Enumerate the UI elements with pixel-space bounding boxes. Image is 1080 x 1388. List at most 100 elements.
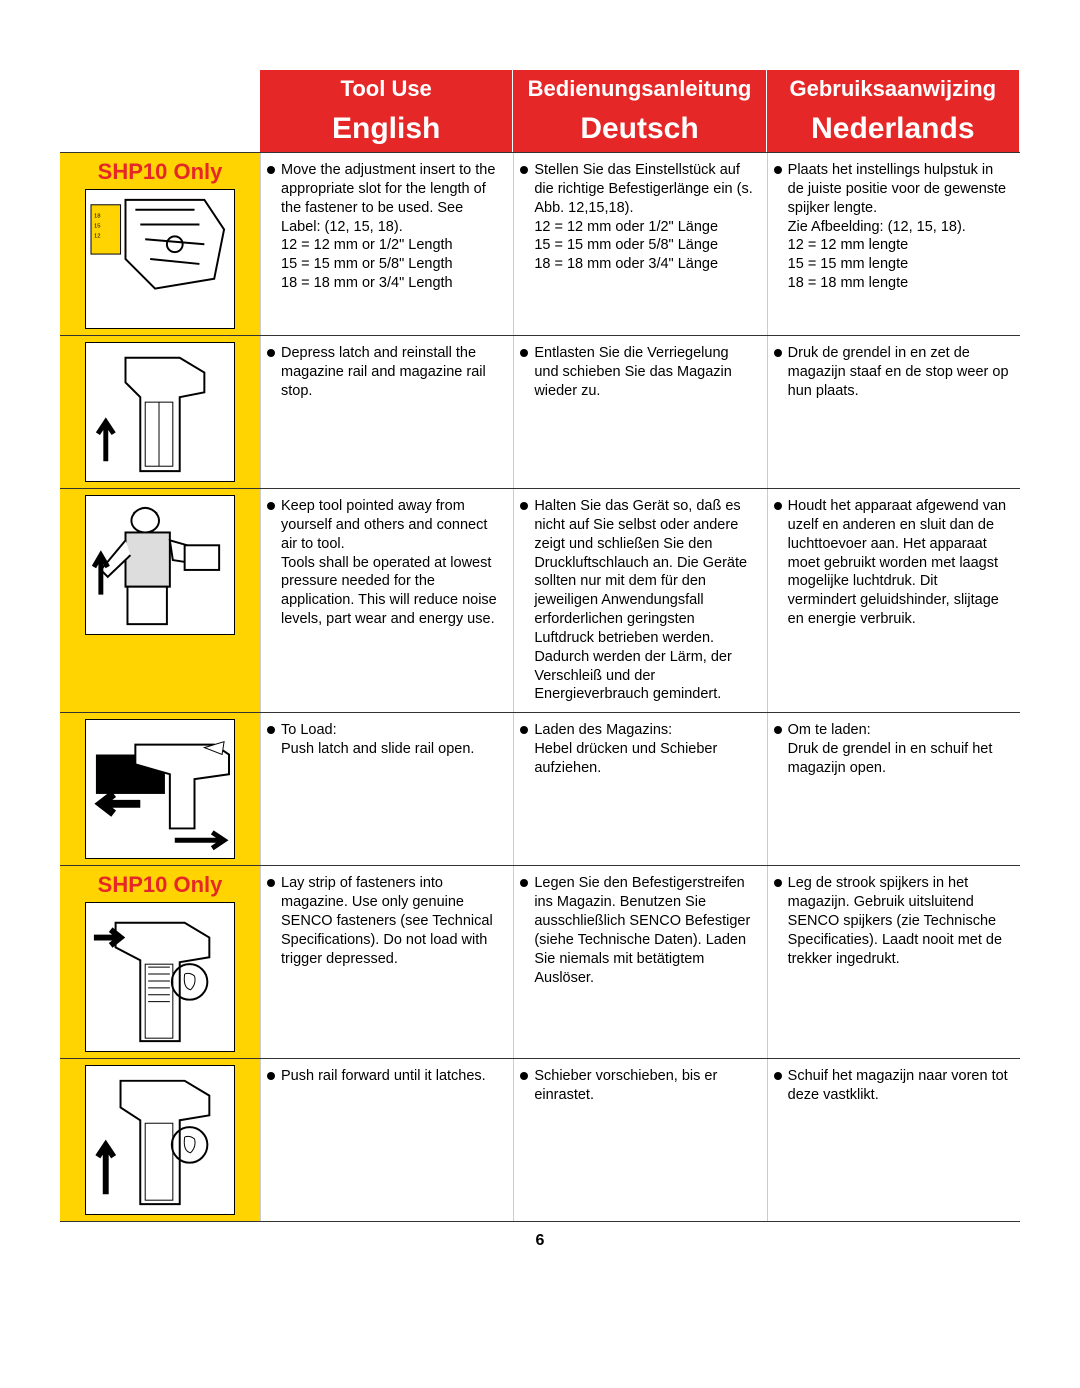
bullet-dot-icon	[267, 502, 275, 510]
content-row: Keep tool pointed away from yourself and…	[60, 488, 1020, 712]
bullet: Schieber vorschieben, bis er einrastet.	[520, 1067, 756, 1105]
bullet: Push rail forward until it latches.	[267, 1067, 503, 1086]
text-cell-nl: Houdt het apparaat afgewend van uzelf en…	[767, 489, 1020, 712]
bullet-dot-icon	[774, 879, 782, 887]
text-cell-de: Entlasten Sie die Verriegelung und schie…	[513, 336, 766, 488]
bullet-text: Legen Sie den Befestigerstreifen ins Mag…	[534, 874, 756, 987]
diagram-cell	[60, 336, 260, 488]
bullet-dot-icon	[520, 502, 528, 510]
bullet-dot-icon	[520, 879, 528, 887]
page-number: 6	[60, 1232, 1020, 1250]
header-english: English	[260, 108, 513, 152]
text-cell-de: Stellen Sie das Einstellstück auf die ri…	[513, 153, 766, 335]
bullet-dot-icon	[774, 726, 782, 734]
bullet-dot-icon	[774, 502, 782, 510]
header-bottom-row: English Deutsch Nederlands	[60, 108, 1020, 152]
text-cell-en: Move the adjustment insert to the approp…	[260, 153, 513, 335]
bullet: Leg de strook spijkers in het magazijn. …	[774, 874, 1010, 968]
bullet-dot-icon	[267, 349, 275, 357]
diagram-cell: SHP10 Only	[60, 866, 260, 1058]
bullet-text: Entlasten Sie die Verriegelung und schie…	[534, 344, 756, 401]
bullet: Depress latch and reinstall the magazine…	[267, 344, 503, 401]
bullet-dot-icon	[774, 166, 782, 174]
diagram-icon	[85, 719, 235, 859]
header-deutsch: Deutsch	[513, 108, 766, 152]
content-row: To Load: Push latch and slide rail open.…	[60, 712, 1020, 865]
diagram-cell	[60, 489, 260, 712]
text-cell-en: Depress latch and reinstall the magazine…	[260, 336, 513, 488]
bullet: Lay strip of fasteners into magazine. Us…	[267, 874, 503, 968]
bullet: Stellen Sie das Einstellstück auf die ri…	[520, 161, 756, 274]
bullet-text: Om te laden: Druk de grendel in en schui…	[788, 721, 1010, 778]
header-nederlands: Nederlands	[767, 108, 1020, 152]
diagram-icon	[85, 495, 235, 635]
diagram-cell: SHP10 Only 18 15 12	[60, 153, 260, 335]
bullet-text: Leg de strook spijkers in het magazijn. …	[788, 874, 1010, 968]
content-row: SHP10 Only Lay strip of fasteners into ma…	[60, 865, 1020, 1058]
bullet-text: Schieber vorschieben, bis er einrastet.	[534, 1067, 756, 1105]
bullet-dot-icon	[774, 349, 782, 357]
text-cell-en: Keep tool pointed away from yourself and…	[260, 489, 513, 712]
bullet: Halten Sie das Gerät so, daß es nicht au…	[520, 497, 756, 704]
bullet-dot-icon	[267, 166, 275, 174]
bullet: Druk de grendel in en zet de magazijn st…	[774, 344, 1010, 401]
bullet-dot-icon	[267, 1072, 275, 1080]
bullet: Move the adjustment insert to the approp…	[267, 161, 503, 293]
bullet-dot-icon	[267, 726, 275, 734]
bullet: Houdt het apparaat afgewend van uzelf en…	[774, 497, 1010, 629]
text-cell-de: Schieber vorschieben, bis er einrastet.	[513, 1059, 766, 1221]
bullet: Entlasten Sie die Verriegelung und schie…	[520, 344, 756, 401]
bullet-text: Push rail forward until it latches.	[281, 1067, 503, 1086]
shp-label: SHP10 Only	[98, 159, 223, 185]
header-top-row: Tool Use Bedienungsanleitung Gebruiksaan…	[60, 70, 1020, 108]
content-row: SHP10 Only 18 15 12 Move the adjustment inse…	[60, 152, 1020, 335]
bullet: Plaats het instellings hulpstuk in de ju…	[774, 161, 1010, 293]
text-cell-nl: Schuif het magazijn naar voren tot deze …	[767, 1059, 1020, 1221]
header-tool-use: Tool Use	[260, 70, 513, 108]
bullet-text: Halten Sie das Gerät so, daß es nicht au…	[534, 497, 756, 704]
bullet-text: Lay strip of fasteners into magazine. Us…	[281, 874, 503, 968]
bullet-text: Keep tool pointed away from yourself and…	[281, 497, 503, 629]
bullet: Schuif het magazijn naar voren tot deze …	[774, 1067, 1010, 1105]
bullet-text: Houdt het apparaat afgewend van uzelf en…	[788, 497, 1010, 629]
text-cell-en: Push rail forward until it latches.	[260, 1059, 513, 1221]
bullet: Keep tool pointed away from yourself and…	[267, 497, 503, 629]
bullet: Om te laden: Druk de grendel in en schui…	[774, 721, 1010, 778]
bullet-dot-icon	[267, 879, 275, 887]
bullet-dot-icon	[520, 349, 528, 357]
svg-text:12: 12	[94, 233, 101, 239]
content-row: Depress latch and reinstall the magazine…	[60, 335, 1020, 488]
text-cell-nl: Druk de grendel in en zet de magazijn st…	[767, 336, 1020, 488]
shp-label: SHP10 Only	[98, 872, 223, 898]
bullet-dot-icon	[520, 1072, 528, 1080]
header-spacer	[60, 70, 260, 108]
bullet-text: Plaats het instellings hulpstuk in de ju…	[788, 161, 1010, 293]
bullet-text: Depress latch and reinstall the magazine…	[281, 344, 503, 401]
header-bedienung: Bedienungsanleitung	[513, 70, 766, 108]
diagram-icon	[85, 902, 235, 1052]
rows-container: SHP10 Only 18 15 12 Move the adjustment inse…	[60, 152, 1020, 1222]
bullet-dot-icon	[520, 726, 528, 734]
header-spacer	[60, 108, 260, 152]
svg-text:15: 15	[94, 223, 101, 229]
bullet-text: Stellen Sie das Einstellstück auf die ri…	[534, 161, 756, 274]
bullet-text: Laden des Magazins: Hebel drücken und Sc…	[534, 721, 756, 778]
diagram-cell	[60, 1059, 260, 1221]
diagram-icon: 18 15 12	[85, 189, 235, 329]
bullet-dot-icon	[774, 1072, 782, 1080]
header-gebruik: Gebruiksaanwijzing	[767, 70, 1020, 108]
diagram-cell	[60, 713, 260, 865]
svg-text:18: 18	[94, 214, 101, 220]
text-cell-en: Lay strip of fasteners into magazine. Us…	[260, 866, 513, 1058]
text-cell-nl: Om te laden: Druk de grendel in en schui…	[767, 713, 1020, 865]
diagram-icon	[85, 1065, 235, 1215]
bullet: Laden des Magazins: Hebel drücken und Sc…	[520, 721, 756, 778]
bullet-text: Schuif het magazijn naar voren tot deze …	[788, 1067, 1010, 1105]
bullet-text: To Load: Push latch and slide rail open.	[281, 721, 503, 759]
text-cell-nl: Leg de strook spijkers in het magazijn. …	[767, 866, 1020, 1058]
text-cell-en: To Load: Push latch and slide rail open.	[260, 713, 513, 865]
bullet-dot-icon	[520, 166, 528, 174]
text-cell-de: Legen Sie den Befestigerstreifen ins Mag…	[513, 866, 766, 1058]
text-cell-nl: Plaats het instellings hulpstuk in de ju…	[767, 153, 1020, 335]
diagram-icon	[85, 342, 235, 482]
